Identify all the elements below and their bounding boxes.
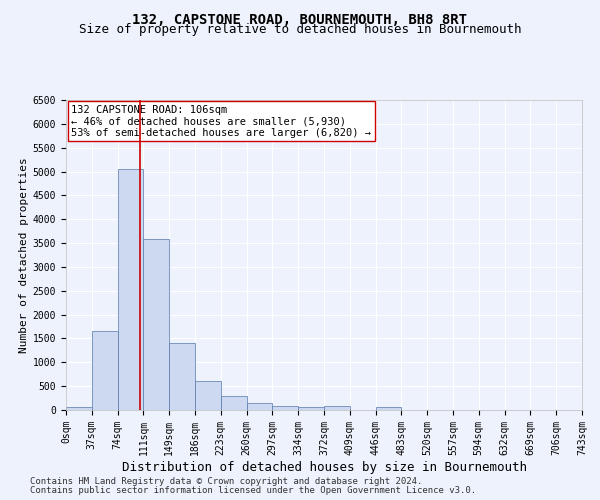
Bar: [143, 239, 169, 410]
Text: Size of property relative to detached houses in Bournemouth: Size of property relative to detached ho…: [79, 24, 521, 36]
Bar: [376, 408, 401, 410]
Bar: [221, 396, 247, 410]
Bar: [169, 343, 195, 410]
Bar: [272, 406, 298, 410]
Text: Contains HM Land Registry data © Crown copyright and database right 2024.: Contains HM Land Registry data © Crown c…: [30, 477, 422, 486]
Text: 132 CAPSTONE ROAD: 106sqm
← 46% of detached houses are smaller (5,930)
53% of se: 132 CAPSTONE ROAD: 106sqm ← 46% of detac…: [71, 104, 371, 138]
Bar: [195, 381, 221, 410]
Bar: [66, 406, 92, 410]
Bar: [298, 408, 324, 410]
Bar: [92, 332, 118, 410]
Bar: [118, 168, 143, 410]
Text: 132, CAPSTONE ROAD, BOURNEMOUTH, BH8 8RT: 132, CAPSTONE ROAD, BOURNEMOUTH, BH8 8RT: [133, 12, 467, 26]
Bar: [324, 406, 350, 410]
Bar: [247, 403, 272, 410]
Text: Contains public sector information licensed under the Open Government Licence v3: Contains public sector information licen…: [30, 486, 476, 495]
Y-axis label: Number of detached properties: Number of detached properties: [19, 157, 29, 353]
X-axis label: Distribution of detached houses by size in Bournemouth: Distribution of detached houses by size …: [121, 460, 527, 473]
